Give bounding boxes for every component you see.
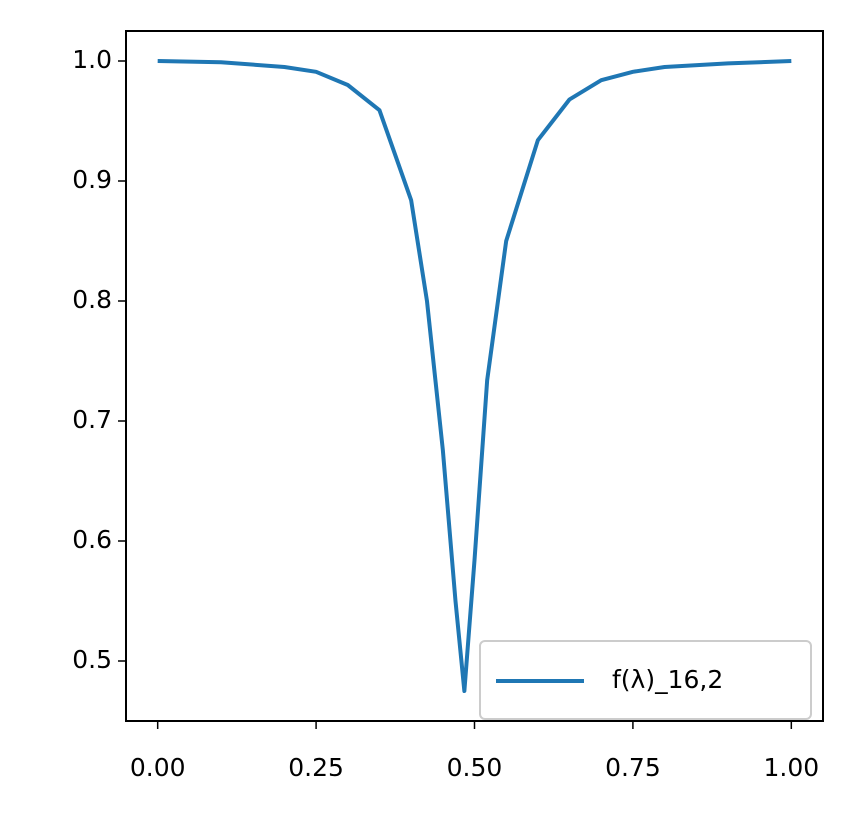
plot-frame <box>125 30 824 722</box>
y-tick-label: 0.8 <box>72 285 112 314</box>
legend-label: f(λ)_16,2 <box>612 665 723 694</box>
y-tick-label: 0.7 <box>72 405 112 434</box>
x-tick-label: 0.50 <box>447 753 503 782</box>
y-tick-label: 0.6 <box>72 525 112 554</box>
legend-box <box>479 640 812 720</box>
x-tick-label: 0.75 <box>605 753 661 782</box>
x-tick-label: 0.25 <box>288 753 344 782</box>
x-tick-label: 1.00 <box>763 753 819 782</box>
data-line <box>157 59 792 693</box>
y-tick-label: 0.5 <box>72 645 112 674</box>
x-tick-label: 0.00 <box>130 753 186 782</box>
y-tick-label: 0.9 <box>72 165 112 194</box>
y-tick-label: 1.0 <box>72 45 112 74</box>
